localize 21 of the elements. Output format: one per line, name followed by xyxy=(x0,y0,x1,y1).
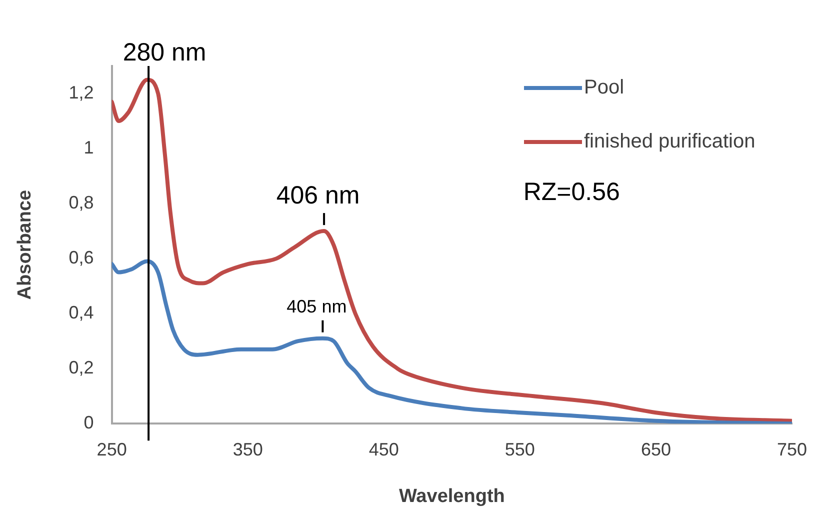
y-tick-label: 0,4 xyxy=(68,302,94,323)
y-tick-label: 0,6 xyxy=(68,248,94,268)
annotation: 406 nm xyxy=(276,181,360,210)
annotation: 405 nm xyxy=(286,296,347,316)
y-tick-label: 0,2 xyxy=(68,358,94,378)
y-axis-title: Absorbance xyxy=(14,190,36,300)
x-tick-label: 650 xyxy=(640,439,671,460)
annotation: RZ=0.56 xyxy=(523,178,620,206)
x-tick-label: 550 xyxy=(504,439,535,460)
x-axis-title: Wavelength xyxy=(398,486,505,507)
x-tick-label: 250 xyxy=(96,439,127,460)
legend-label: Pool xyxy=(584,76,624,99)
y-tick-label: 1 xyxy=(84,137,94,158)
x-tick-label: 350 xyxy=(232,439,263,460)
x-tick-label: 750 xyxy=(776,439,808,460)
x-tick-label: 450 xyxy=(368,439,399,460)
y-tick-label: 0,8 xyxy=(68,192,94,213)
y-tick-label: 0 xyxy=(84,412,94,433)
legend-label: finished purification xyxy=(584,130,756,153)
y-tick-label: 1,2 xyxy=(68,82,94,102)
ref-line-label: 280 nm xyxy=(122,38,206,66)
